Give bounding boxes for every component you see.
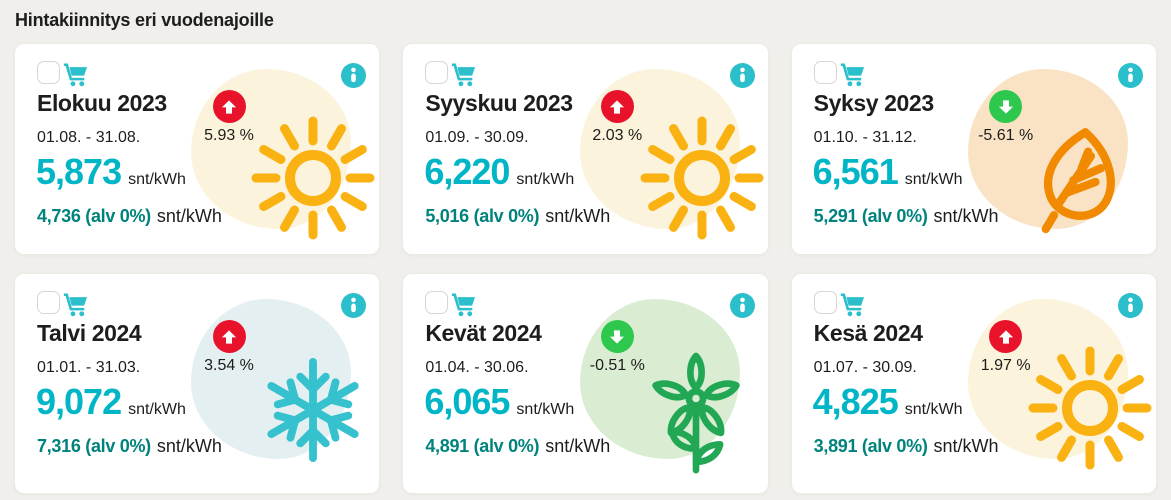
price-unit: snt/kWh bbox=[516, 171, 575, 188]
card-title: Kesä 2024 bbox=[813, 320, 923, 346]
alv-price-unit: snt/kWh bbox=[933, 206, 999, 226]
alv-price-unit: snt/kWh bbox=[156, 436, 222, 456]
price-card: -0.51 % Kevät 2024 01.04. - 30.06. 6,065… bbox=[402, 273, 769, 494]
price-card: 5.93 % Elokuu 2023 01.08. - 31.08. 5,873… bbox=[14, 43, 381, 255]
change-percent: 3.54 % bbox=[204, 357, 254, 374]
change-percent: -5.61 % bbox=[978, 127, 1034, 144]
price-value: 6,561 bbox=[812, 151, 899, 192]
alv-price-value: 3,891 (alv 0%) bbox=[813, 436, 928, 456]
trend-up-icon bbox=[212, 320, 246, 353]
date-range: 01.09. - 30.09. bbox=[425, 129, 529, 146]
price-card: -5.61 % Syksy 2023 01.10. - 31.12. 6,561… bbox=[790, 43, 1157, 255]
alv-price-unit: snt/kWh bbox=[156, 206, 222, 226]
trend-indicator: 2.03 % bbox=[565, 90, 669, 145]
price-value: 6,220 bbox=[424, 151, 510, 192]
cart-icon[interactable] bbox=[62, 62, 88, 87]
trend-up-icon bbox=[212, 90, 246, 123]
trend-indicator: -0.51 % bbox=[565, 320, 669, 375]
price-card: 3.54 % Talvi 2024 01.01. - 31.03. 9,072 … bbox=[14, 273, 381, 494]
price-value: 6,065 bbox=[424, 381, 510, 422]
info-icon[interactable] bbox=[341, 293, 366, 318]
info-icon[interactable] bbox=[1118, 293, 1143, 318]
price-value: 9,072 bbox=[36, 381, 122, 422]
alv-price-unit: snt/kWh bbox=[545, 436, 611, 456]
alv-price-value: 7,316 (alv 0%) bbox=[37, 436, 151, 456]
select-checkbox[interactable] bbox=[37, 61, 60, 84]
alv-price-value: 5,016 (alv 0%) bbox=[425, 206, 540, 226]
price-unit: snt/kWh bbox=[904, 171, 963, 188]
price-unit: snt/kWh bbox=[904, 401, 963, 418]
trend-indicator: 3.54 % bbox=[177, 320, 281, 375]
cart-icon[interactable] bbox=[450, 292, 476, 317]
change-percent: 1.97 % bbox=[980, 357, 1031, 374]
info-icon[interactable] bbox=[730, 293, 755, 318]
trend-indicator: 5.93 % bbox=[177, 90, 281, 145]
card-title: Syyskuu 2023 bbox=[425, 90, 573, 116]
change-percent: -0.51 % bbox=[589, 357, 645, 374]
info-icon[interactable] bbox=[341, 63, 366, 88]
alv-price-value: 4,891 (alv 0%) bbox=[425, 436, 540, 456]
price-value: 4,825 bbox=[812, 381, 899, 422]
select-checkbox[interactable] bbox=[425, 291, 449, 314]
card-title: Talvi 2024 bbox=[37, 320, 142, 346]
cart-icon[interactable] bbox=[839, 62, 865, 87]
date-range: 01.04. - 30.06. bbox=[425, 359, 529, 376]
date-range: 01.01. - 31.03. bbox=[37, 359, 141, 376]
price-unit: snt/kWh bbox=[128, 401, 186, 418]
cart-icon[interactable] bbox=[450, 62, 476, 87]
trend-indicator: 1.97 % bbox=[954, 320, 1058, 375]
trend-up-icon bbox=[989, 320, 1023, 353]
card-title: Syksy 2023 bbox=[813, 90, 934, 116]
change-percent: 5.93 % bbox=[204, 127, 254, 144]
trend-down-icon bbox=[989, 90, 1023, 123]
date-range: 01.10. - 31.12. bbox=[813, 129, 917, 146]
date-range: 01.08. - 31.08. bbox=[37, 129, 141, 146]
select-checkbox[interactable] bbox=[425, 61, 449, 84]
alv-price-unit: snt/kWh bbox=[933, 436, 999, 456]
price-unit: snt/kWh bbox=[516, 401, 575, 418]
card-title: Kevät 2024 bbox=[425, 320, 542, 346]
alv-price-unit: snt/kWh bbox=[545, 206, 611, 226]
price-card-grid: 5.93 % Elokuu 2023 01.08. - 31.08. 5,873… bbox=[0, 43, 1171, 494]
price-unit: snt/kWh bbox=[128, 171, 186, 188]
trend-down-icon bbox=[600, 320, 634, 353]
select-checkbox[interactable] bbox=[813, 61, 837, 84]
price-card: 2.03 % Syyskuu 2023 01.09. - 30.09. 6,22… bbox=[402, 43, 769, 255]
date-range: 01.07. - 30.09. bbox=[813, 359, 917, 376]
alv-price-value: 4,736 (alv 0%) bbox=[37, 206, 151, 226]
info-icon[interactable] bbox=[1118, 63, 1143, 88]
price-card: 1.97 % Kesä 2024 01.07. - 30.09. 4,825 s… bbox=[790, 273, 1157, 494]
section-heading: Hintakiinnitys eri vuodenajoille bbox=[15, 10, 274, 30]
cart-icon[interactable] bbox=[62, 292, 88, 317]
select-checkbox[interactable] bbox=[37, 291, 60, 314]
change-percent: 2.03 % bbox=[592, 127, 643, 144]
info-icon[interactable] bbox=[730, 63, 755, 88]
trend-up-icon bbox=[600, 90, 634, 123]
select-checkbox[interactable] bbox=[813, 291, 837, 314]
alv-price-value: 5,291 (alv 0%) bbox=[813, 206, 928, 226]
cart-icon[interactable] bbox=[839, 292, 865, 317]
price-value: 5,873 bbox=[36, 151, 122, 192]
card-title: Elokuu 2023 bbox=[37, 90, 167, 116]
trend-indicator: -5.61 % bbox=[954, 90, 1058, 145]
